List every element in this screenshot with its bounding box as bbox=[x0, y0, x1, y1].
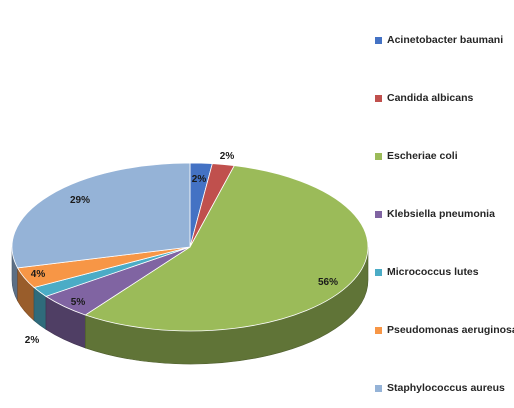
legend-swatch bbox=[375, 94, 382, 102]
data-label: 4% bbox=[31, 269, 46, 280]
data-label: 56% bbox=[318, 277, 338, 288]
data-label: 29% bbox=[70, 195, 90, 206]
legend-item-escheriae: Escheriae coli bbox=[375, 150, 458, 162]
legend-swatch bbox=[375, 152, 382, 160]
data-label: 2% bbox=[220, 151, 235, 162]
data-label: 2% bbox=[25, 335, 40, 346]
legend-label: Klebsiella pneumonia bbox=[387, 208, 495, 220]
legend-swatch bbox=[375, 36, 382, 44]
pie-slice bbox=[11, 162, 191, 269]
legend-item-pseudomonas: Pseudomonas aeruginosa bbox=[375, 324, 514, 336]
legend-label: Pseudomonas aeruginosa bbox=[387, 324, 514, 336]
legend-label: Staphylococcus aureus bbox=[387, 382, 505, 394]
data-labels: 2% 2% 56% 5% 2% 4% 29% bbox=[25, 151, 338, 346]
data-label: 2% bbox=[192, 174, 207, 185]
data-label: 5% bbox=[71, 297, 86, 308]
legend-item-acinetobacter: Acinetobacter baumani bbox=[375, 34, 503, 46]
legend-swatch bbox=[375, 384, 382, 392]
legend-label: Candida albicans bbox=[387, 92, 474, 104]
legend-item-candida: Candida albicans bbox=[375, 92, 473, 104]
legend-swatch bbox=[375, 326, 382, 334]
pie-slice bbox=[84, 165, 369, 332]
pie-slices bbox=[11, 162, 369, 365]
legend-item-micrococcus: Micrococcus lutes bbox=[375, 266, 479, 278]
legend-item-klebsiella: Klebsiella pneumonia bbox=[375, 208, 495, 220]
legend-label: Acinetobacter baumani bbox=[387, 34, 504, 46]
legend-swatch bbox=[375, 210, 382, 218]
legend-label: Escheriae coli bbox=[387, 150, 458, 162]
legend-label: Micrococcus lutes bbox=[387, 266, 479, 278]
legend-swatch bbox=[375, 268, 382, 276]
legend-item-staphylococcus: Staphylococcus aureus bbox=[375, 382, 505, 394]
